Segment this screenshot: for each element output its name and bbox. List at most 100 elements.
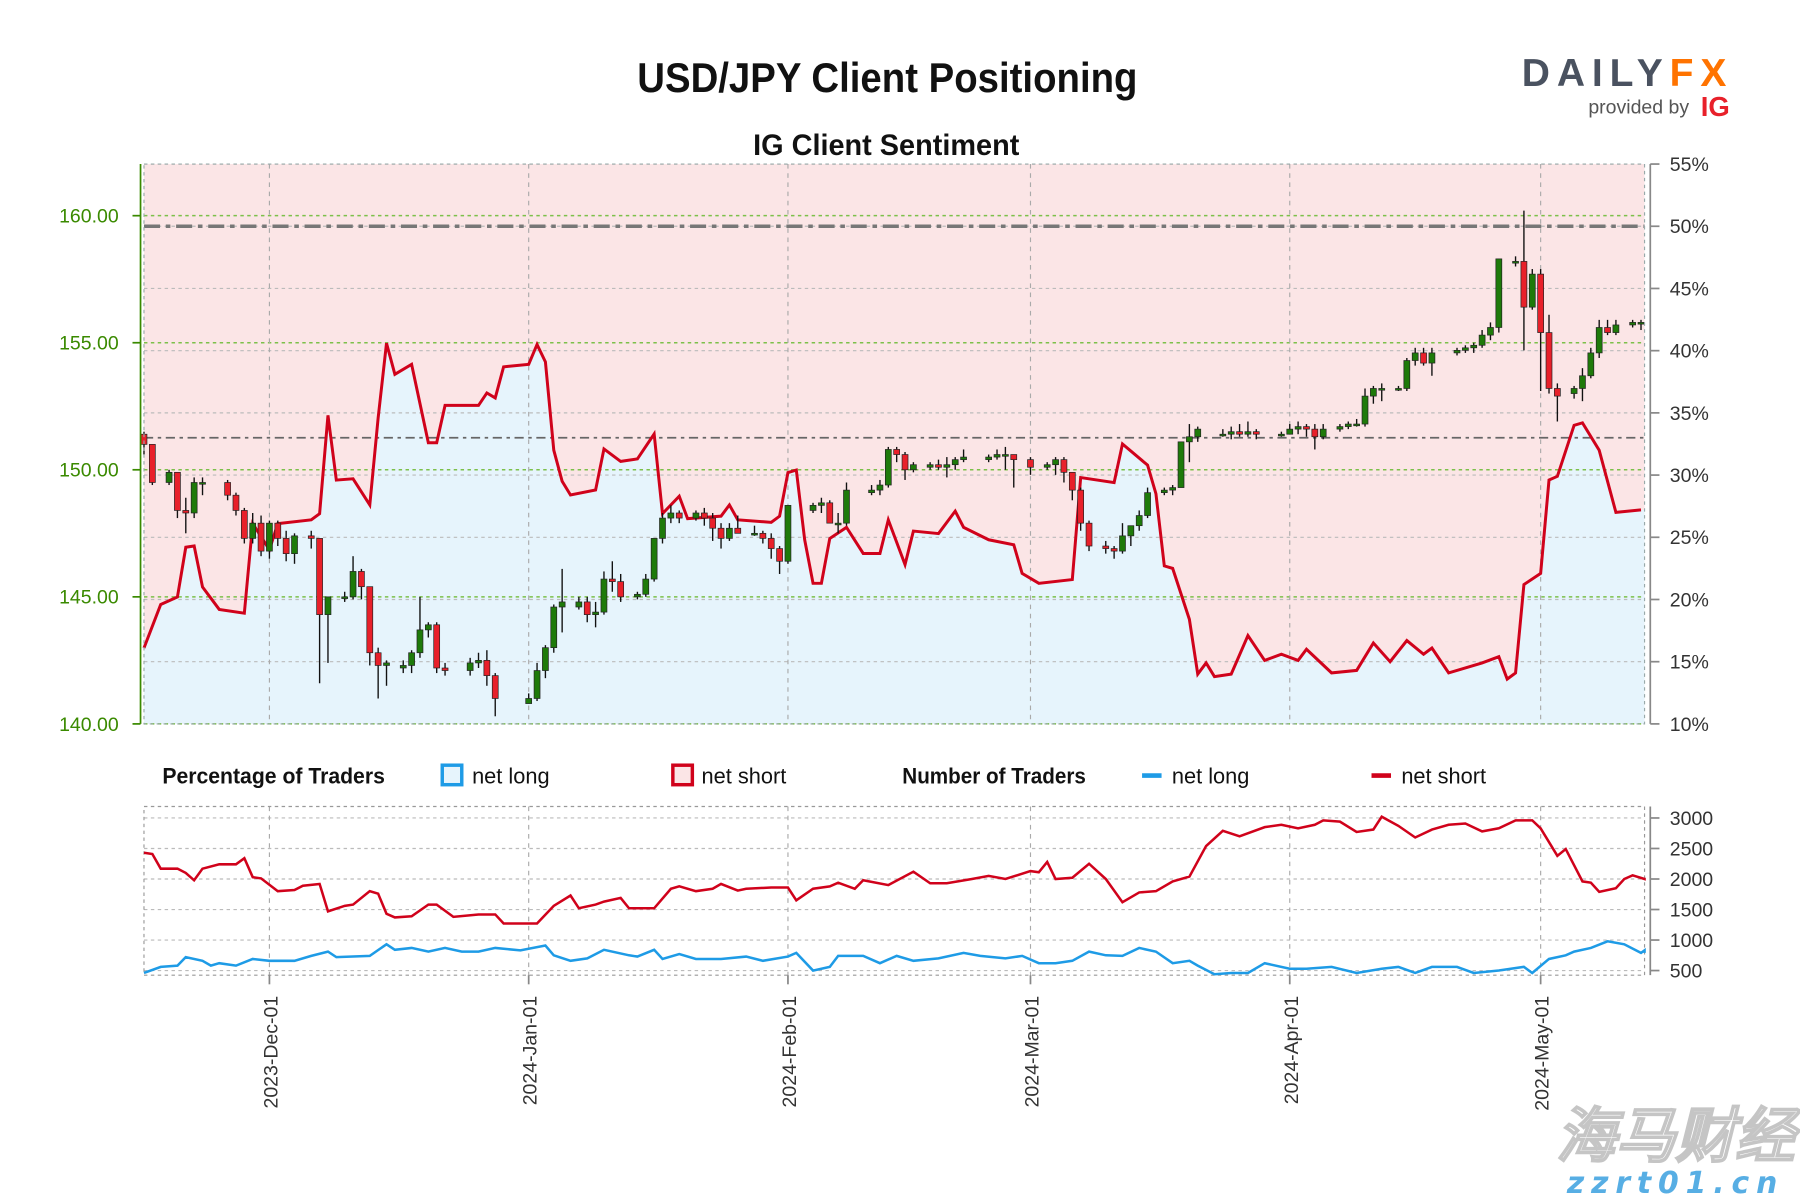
candle — [767, 533, 775, 559]
chart-subtitle: IG Client Sentiment — [753, 129, 1019, 162]
candle-body — [1353, 423, 1360, 427]
candle — [550, 604, 558, 653]
candle-body — [843, 489, 850, 524]
candle — [935, 459, 942, 470]
candle — [592, 601, 599, 628]
candle-body — [1420, 352, 1427, 364]
candle — [408, 650, 415, 674]
candle — [726, 523, 733, 541]
candle-body — [316, 538, 323, 615]
candle-body — [1428, 352, 1436, 364]
candle-body — [1194, 428, 1202, 438]
candle — [1160, 487, 1168, 496]
candle-body — [491, 675, 499, 699]
candle-body — [985, 456, 992, 460]
date-tick-label: 2024-Jan-01 — [520, 996, 542, 1105]
candle-body — [751, 532, 758, 536]
candle-body — [324, 596, 332, 615]
candle — [1462, 345, 1469, 353]
candle-body — [249, 522, 257, 539]
candle-body — [1027, 459, 1034, 468]
candle-body — [608, 578, 616, 582]
candle — [659, 512, 666, 544]
pct-tick-label: 50% — [1670, 216, 1709, 238]
candle — [324, 596, 332, 663]
pct-tick-label: 55% — [1670, 154, 1709, 176]
candle-body — [1236, 431, 1243, 435]
candle-body — [149, 444, 156, 483]
net-long-pct-line — [142, 340, 1642, 682]
candle — [266, 520, 273, 559]
logo-fx: FX — [1670, 52, 1734, 95]
candle — [307, 530, 315, 549]
candle — [533, 662, 541, 702]
candle-body — [399, 665, 407, 669]
candle — [951, 457, 959, 470]
candle — [717, 523, 725, 549]
candle — [399, 660, 407, 674]
candle-body — [826, 502, 834, 524]
candle — [634, 591, 641, 600]
candle — [1612, 319, 1620, 336]
candle — [993, 449, 1001, 460]
candle — [1110, 546, 1118, 559]
candle-body — [910, 464, 917, 471]
candle — [926, 462, 934, 470]
candle — [1169, 485, 1176, 496]
candle — [1495, 258, 1503, 333]
candle-body — [726, 527, 733, 539]
price-sentiment-panel: 140.00 145.00 150.00 155.00 160.00 10% 15% 20% 2… — [59, 154, 1709, 736]
candle — [943, 457, 951, 478]
candle-body — [1252, 431, 1260, 435]
candle-body — [1219, 433, 1227, 437]
watermark-site: zzrt01.cn — [1566, 1166, 1784, 1200]
candle-body — [1545, 332, 1553, 389]
candle — [316, 538, 323, 684]
candle — [1303, 424, 1310, 437]
candle-body — [383, 662, 390, 666]
candle-body — [1286, 428, 1294, 435]
candle — [291, 533, 298, 564]
price-tick-label: 140.00 — [59, 714, 119, 736]
candle — [818, 497, 825, 513]
candle — [1528, 269, 1536, 310]
candle-body — [1319, 428, 1327, 438]
candle — [1294, 421, 1302, 435]
candle-body — [475, 660, 482, 664]
pct-tick-label: 35% — [1670, 403, 1709, 425]
candle — [1244, 421, 1252, 437]
candle-body — [182, 510, 190, 514]
candle — [884, 446, 892, 488]
candle-body — [717, 527, 725, 539]
candle-body — [291, 535, 298, 554]
dailyfx-logo: DAILYFX provided by IG — [1522, 52, 1734, 122]
date-tick-label: 2024-May-01 — [1532, 996, 1554, 1111]
candle-body — [1470, 344, 1478, 349]
candle-body — [190, 482, 198, 514]
date-tick-label: 2024-Mar-01 — [1022, 996, 1044, 1108]
candle-body — [1068, 471, 1076, 491]
candle — [190, 477, 198, 519]
candle-body — [257, 522, 265, 552]
candle — [1370, 385, 1377, 404]
candle — [1487, 322, 1494, 341]
candle-body — [876, 484, 884, 491]
net-short-traders-line — [143, 815, 1646, 925]
candle-body — [1478, 334, 1486, 346]
candle-body — [1244, 431, 1252, 435]
candle — [1052, 457, 1059, 475]
candle-body — [1528, 273, 1536, 308]
candle — [776, 546, 783, 574]
candle-body — [1160, 489, 1168, 494]
candle — [441, 662, 449, 676]
candle-body — [642, 578, 650, 595]
candle — [174, 471, 181, 519]
candle-body — [700, 512, 708, 519]
candle — [1102, 540, 1110, 554]
candle-body — [533, 670, 541, 699]
candle-body — [466, 662, 474, 671]
candle-body — [1612, 324, 1620, 333]
candle — [617, 573, 625, 602]
candle-body — [307, 535, 315, 539]
candle-body — [1520, 261, 1528, 308]
